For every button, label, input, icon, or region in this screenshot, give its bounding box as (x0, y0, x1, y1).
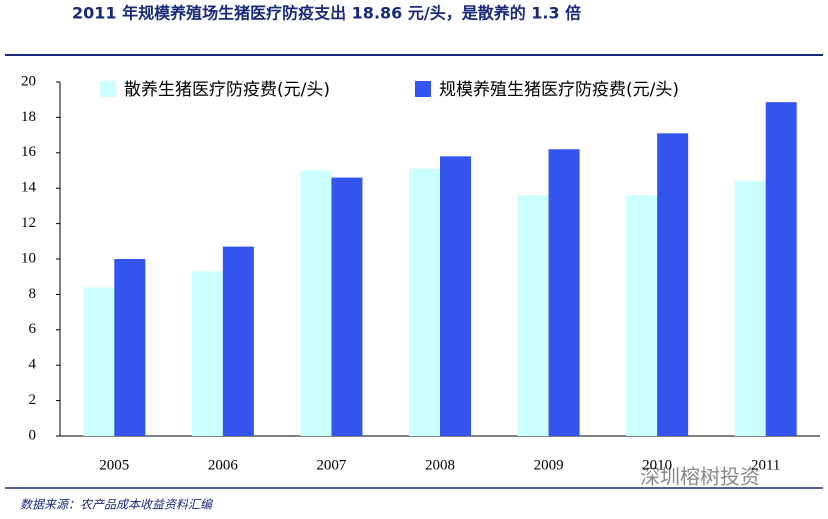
bar (626, 195, 658, 436)
bar (657, 133, 689, 436)
bar (734, 181, 766, 436)
x-tick-label: 2007 (316, 457, 347, 473)
x-tick-label: 2008 (425, 457, 455, 473)
bar (191, 271, 223, 436)
bar (548, 149, 580, 436)
bar (409, 168, 440, 437)
watermark: 深圳榕树投资 (640, 465, 760, 489)
bar (517, 195, 549, 436)
y-tick-label: 4 (29, 357, 37, 373)
y-tick-label: 2 (29, 392, 37, 408)
chart-title: 2011 年规模养殖场生猪医疗防疫支出 18.86 元/头，是散养的 1.3 倍 (72, 4, 581, 23)
y-tick-label: 10 (21, 250, 36, 266)
x-tick-label: 2006 (208, 457, 239, 473)
y-tick-label: 6 (29, 321, 37, 337)
y-tick-label: 14 (21, 180, 37, 196)
bar (300, 170, 332, 436)
bar (440, 156, 471, 436)
x-tick-label: 2005 (99, 457, 129, 473)
y-tick-label: 18 (21, 109, 36, 125)
y-tick-label: 8 (29, 286, 37, 302)
source: 数据来源：农产品成本收益资料汇编 (20, 498, 214, 512)
bar (114, 259, 146, 436)
x-tick-label: 2010 (642, 457, 672, 473)
y-tick-label: 20 (21, 73, 36, 89)
x-tick-label: 2009 (534, 457, 564, 473)
legend-label: 规模养殖生猪医疗防疫费(元/头) (439, 80, 679, 100)
y-tick-label: 0 (29, 427, 37, 443)
legend-swatch (100, 81, 116, 97)
bar (331, 177, 363, 436)
bar (765, 102, 797, 436)
legend-swatch (415, 81, 431, 97)
bar (222, 246, 254, 436)
x-tick-label: 2011 (751, 457, 780, 473)
legend-label: 散养生猪医疗防疫费(元/头) (124, 80, 330, 100)
bar (83, 287, 115, 436)
y-tick-label: 12 (21, 215, 36, 231)
y-tick-label: 16 (21, 144, 37, 160)
